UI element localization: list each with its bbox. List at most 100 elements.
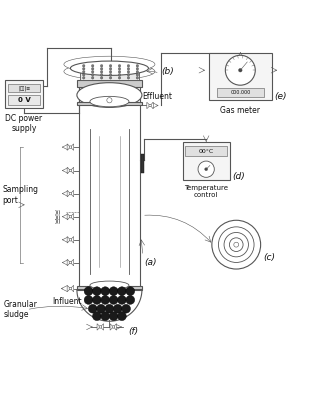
Ellipse shape	[90, 96, 129, 107]
Ellipse shape	[90, 281, 129, 290]
Circle shape	[218, 227, 254, 262]
Circle shape	[136, 70, 139, 73]
Circle shape	[109, 73, 112, 76]
Circle shape	[100, 68, 103, 70]
Circle shape	[229, 238, 243, 252]
Circle shape	[69, 192, 72, 195]
Circle shape	[92, 77, 94, 79]
Bar	[8, 95, 40, 105]
Polygon shape	[147, 102, 150, 109]
Circle shape	[127, 73, 130, 76]
Polygon shape	[150, 102, 153, 109]
Circle shape	[109, 70, 112, 73]
Text: Granular
sludge: Granular sludge	[4, 300, 38, 320]
Circle shape	[69, 261, 72, 264]
Circle shape	[82, 68, 85, 70]
Ellipse shape	[64, 63, 155, 80]
Polygon shape	[110, 324, 113, 330]
Text: Gas meter: Gas meter	[220, 106, 260, 115]
Circle shape	[127, 70, 130, 73]
Circle shape	[117, 312, 126, 321]
Circle shape	[92, 70, 94, 73]
Circle shape	[82, 64, 85, 67]
Bar	[77, 286, 142, 290]
Text: 000.000: 000.000	[230, 90, 251, 95]
Circle shape	[112, 326, 114, 328]
Bar	[77, 81, 142, 87]
Text: Sampling
port: Sampling port	[2, 185, 38, 205]
Text: 0 V: 0 V	[18, 97, 31, 103]
Text: ))): )))	[54, 210, 61, 214]
Ellipse shape	[71, 61, 149, 75]
Circle shape	[69, 215, 72, 218]
Circle shape	[149, 104, 151, 107]
Text: (e): (e)	[275, 92, 287, 101]
Circle shape	[136, 68, 139, 70]
Circle shape	[84, 287, 93, 295]
Bar	[77, 102, 142, 105]
Circle shape	[109, 77, 112, 79]
Text: (b): (b)	[161, 67, 174, 76]
Polygon shape	[71, 144, 74, 150]
Polygon shape	[71, 259, 74, 266]
Circle shape	[69, 287, 72, 290]
Polygon shape	[71, 285, 74, 292]
Circle shape	[117, 295, 126, 304]
Ellipse shape	[64, 56, 155, 72]
Circle shape	[122, 304, 131, 313]
Circle shape	[82, 70, 85, 73]
Circle shape	[92, 73, 94, 76]
Circle shape	[84, 295, 93, 304]
Circle shape	[100, 64, 103, 67]
Circle shape	[118, 77, 121, 79]
Text: (c): (c)	[263, 253, 275, 262]
Circle shape	[92, 312, 101, 321]
Circle shape	[113, 304, 122, 313]
Circle shape	[109, 295, 118, 304]
Polygon shape	[71, 190, 74, 197]
Circle shape	[109, 64, 112, 67]
Circle shape	[127, 64, 130, 67]
Text: (d): (d)	[232, 172, 245, 181]
Circle shape	[101, 287, 110, 295]
Bar	[185, 147, 227, 156]
Circle shape	[100, 73, 103, 76]
Polygon shape	[77, 290, 142, 321]
Circle shape	[109, 312, 118, 321]
Bar	[209, 53, 272, 100]
Polygon shape	[67, 167, 71, 174]
Circle shape	[212, 220, 261, 269]
Polygon shape	[113, 324, 116, 330]
Polygon shape	[67, 237, 71, 243]
Bar	[8, 84, 40, 92]
Text: Effluent: Effluent	[142, 92, 172, 101]
Circle shape	[69, 146, 72, 149]
Circle shape	[238, 68, 242, 72]
Ellipse shape	[77, 83, 142, 107]
Circle shape	[126, 287, 135, 295]
Circle shape	[118, 68, 121, 70]
Circle shape	[109, 68, 112, 70]
Circle shape	[136, 77, 139, 79]
Circle shape	[92, 295, 101, 304]
Text: ))): )))	[54, 219, 61, 224]
Circle shape	[127, 77, 130, 79]
Circle shape	[126, 295, 135, 304]
Text: Temperature
control: Temperature control	[184, 186, 228, 198]
Bar	[80, 62, 139, 81]
Circle shape	[136, 64, 139, 67]
Circle shape	[109, 287, 118, 295]
Bar	[5, 81, 43, 108]
Polygon shape	[100, 324, 104, 330]
Circle shape	[107, 98, 112, 103]
Circle shape	[99, 326, 102, 328]
Circle shape	[92, 287, 101, 295]
Circle shape	[92, 68, 94, 70]
Polygon shape	[97, 324, 100, 330]
Text: Influent: Influent	[52, 297, 82, 306]
Circle shape	[136, 73, 139, 76]
Circle shape	[92, 64, 94, 67]
Circle shape	[205, 168, 208, 171]
Polygon shape	[67, 213, 71, 220]
Text: DC power
supply: DC power supply	[6, 114, 43, 134]
